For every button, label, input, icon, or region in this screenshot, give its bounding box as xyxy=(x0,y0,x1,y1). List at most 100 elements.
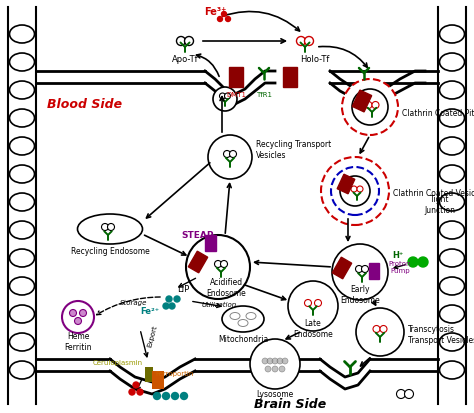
Circle shape xyxy=(213,88,237,112)
Ellipse shape xyxy=(9,194,35,211)
Circle shape xyxy=(396,389,405,399)
Ellipse shape xyxy=(9,110,35,128)
Ellipse shape xyxy=(439,361,465,379)
Circle shape xyxy=(80,310,86,317)
Text: Storage: Storage xyxy=(119,299,147,305)
Circle shape xyxy=(137,389,143,395)
Text: Fe²⁺: Fe²⁺ xyxy=(140,307,160,316)
Circle shape xyxy=(404,389,413,399)
Circle shape xyxy=(208,136,252,180)
Text: Blood Side: Blood Side xyxy=(47,98,123,111)
Ellipse shape xyxy=(78,214,143,244)
Text: Holo-Tf: Holo-Tf xyxy=(301,55,330,64)
Ellipse shape xyxy=(222,306,264,332)
Circle shape xyxy=(129,389,135,395)
Ellipse shape xyxy=(439,305,465,323)
Text: Late
Endosome: Late Endosome xyxy=(293,318,333,338)
Ellipse shape xyxy=(439,82,465,100)
Circle shape xyxy=(169,303,175,309)
Circle shape xyxy=(277,358,283,364)
Circle shape xyxy=(172,392,179,399)
Circle shape xyxy=(250,339,300,389)
Circle shape xyxy=(74,318,82,325)
Ellipse shape xyxy=(238,320,248,327)
Circle shape xyxy=(221,12,227,17)
Circle shape xyxy=(380,326,387,333)
Text: Export: Export xyxy=(146,323,158,347)
Circle shape xyxy=(218,17,222,22)
Text: TfR1: TfR1 xyxy=(256,92,272,98)
Ellipse shape xyxy=(439,194,465,211)
Text: Fe³⁺: Fe³⁺ xyxy=(204,7,226,17)
Circle shape xyxy=(215,261,221,268)
Text: Mitochondria: Mitochondria xyxy=(218,335,268,344)
Ellipse shape xyxy=(9,277,35,295)
Circle shape xyxy=(362,266,368,273)
Ellipse shape xyxy=(9,249,35,267)
Text: Clathrin Coated Pit: Clathrin Coated Pit xyxy=(402,108,474,117)
Text: Transcytosis
Transport Vesicles: Transcytosis Transport Vesicles xyxy=(408,325,474,344)
Circle shape xyxy=(174,296,180,302)
Text: Recycling Transport
Vesicles: Recycling Transport Vesicles xyxy=(256,140,331,159)
Ellipse shape xyxy=(439,333,465,351)
Bar xyxy=(369,263,379,279)
Circle shape xyxy=(418,257,428,267)
Circle shape xyxy=(163,303,169,309)
Ellipse shape xyxy=(9,82,35,100)
Bar xyxy=(352,91,372,113)
Ellipse shape xyxy=(439,221,465,240)
Ellipse shape xyxy=(439,54,465,72)
Circle shape xyxy=(288,281,338,331)
Text: Ceruloplasmin: Ceruloplasmin xyxy=(93,359,143,365)
Circle shape xyxy=(62,301,94,333)
Circle shape xyxy=(272,358,278,364)
Circle shape xyxy=(332,244,388,300)
Circle shape xyxy=(356,266,363,273)
Text: DMT1: DMT1 xyxy=(226,92,246,98)
Bar xyxy=(283,68,297,88)
Circle shape xyxy=(133,382,139,388)
Circle shape xyxy=(356,308,404,356)
Ellipse shape xyxy=(439,166,465,183)
Ellipse shape xyxy=(439,277,465,295)
Ellipse shape xyxy=(230,313,240,320)
Circle shape xyxy=(351,187,357,192)
Bar xyxy=(152,371,164,389)
Circle shape xyxy=(70,310,76,317)
Circle shape xyxy=(272,366,278,372)
Circle shape xyxy=(108,224,115,231)
Text: Lysosome: Lysosome xyxy=(256,389,293,399)
Bar xyxy=(332,258,352,279)
Bar xyxy=(145,367,153,382)
Circle shape xyxy=(373,326,380,333)
Bar xyxy=(229,68,243,88)
Circle shape xyxy=(186,235,250,299)
Ellipse shape xyxy=(9,138,35,156)
Circle shape xyxy=(340,177,370,206)
Ellipse shape xyxy=(439,249,465,267)
Circle shape xyxy=(225,94,230,100)
Ellipse shape xyxy=(9,26,35,44)
Circle shape xyxy=(331,168,379,216)
Bar xyxy=(188,252,208,273)
Circle shape xyxy=(176,38,185,46)
Ellipse shape xyxy=(9,54,35,72)
Circle shape xyxy=(321,158,389,225)
Circle shape xyxy=(166,296,172,302)
Circle shape xyxy=(219,94,226,100)
Text: Recycling Endosome: Recycling Endosome xyxy=(71,247,149,256)
Text: Ferroportin: Ferroportin xyxy=(155,370,193,376)
Circle shape xyxy=(342,80,398,136)
Text: Acidified
Endosome: Acidified Endosome xyxy=(206,278,246,297)
Text: H⁺: H⁺ xyxy=(392,250,404,259)
Bar xyxy=(337,175,355,194)
Ellipse shape xyxy=(439,26,465,44)
Text: LIP: LIP xyxy=(177,285,189,294)
Text: Apo-Tf: Apo-Tf xyxy=(172,55,198,64)
Text: Early
Endosome: Early Endosome xyxy=(340,285,380,304)
Circle shape xyxy=(297,38,306,46)
Ellipse shape xyxy=(9,305,35,323)
Circle shape xyxy=(279,366,285,372)
Text: STEAP: STEAP xyxy=(182,231,214,240)
Circle shape xyxy=(220,261,228,268)
